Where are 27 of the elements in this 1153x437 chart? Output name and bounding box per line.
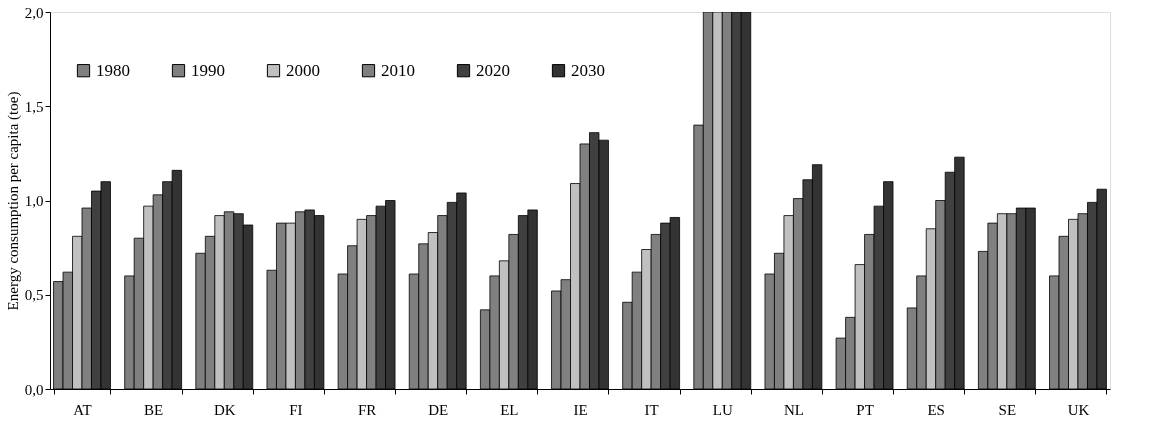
y-axis-title: Energy consumption per capita (toe) bbox=[4, 91, 22, 311]
x-tick-label: DE bbox=[428, 401, 449, 418]
x-tick-label: ES bbox=[927, 401, 945, 418]
y-tick-label: 0,5 bbox=[24, 287, 44, 304]
x-tick-label: DK bbox=[213, 401, 236, 418]
legend-label: 2010 bbox=[381, 60, 415, 80]
x-tick-label: IT bbox=[644, 401, 659, 418]
x-tick-label: EL bbox=[500, 401, 519, 418]
x-tick-label: FI bbox=[289, 401, 303, 418]
y-tick-label: 2,0 bbox=[24, 4, 44, 21]
x-tick-label: IE bbox=[573, 401, 588, 418]
x-tick-label: UK bbox=[1067, 401, 1090, 418]
legend-label: 2020 bbox=[476, 60, 510, 80]
x-tick-label: SE bbox=[998, 401, 1017, 418]
y-tick-label: 1,5 bbox=[24, 98, 44, 115]
x-tick-label: FR bbox=[357, 401, 377, 418]
x-tick-label: PT bbox=[856, 401, 874, 418]
legend-label: 2030 bbox=[571, 60, 605, 80]
y-tick-label: 1,0 bbox=[24, 193, 44, 209]
y-tick-label: 0,0 bbox=[24, 381, 44, 398]
legend-label: 2000 bbox=[286, 60, 320, 80]
x-tick-label: LU bbox=[712, 401, 733, 418]
x-tick-label: NL bbox=[783, 401, 804, 418]
x-tick-label: BE bbox=[144, 401, 164, 418]
x-tick-label: AT bbox=[73, 401, 92, 418]
legend-label: 1980 bbox=[96, 60, 130, 80]
legend-label: 1990 bbox=[191, 60, 225, 80]
